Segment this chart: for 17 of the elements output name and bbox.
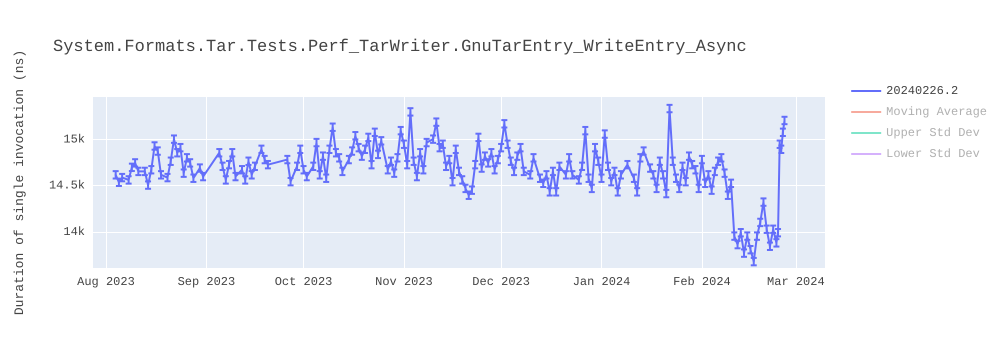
x-tick-label: Aug 2023 bbox=[77, 275, 135, 289]
x-tick-label: Oct 2023 bbox=[274, 275, 332, 289]
legend-label: 20240226.2 bbox=[886, 84, 958, 98]
legend-label: Moving Average bbox=[886, 105, 988, 119]
y-axis-title: Duration of single invocation (ns) bbox=[12, 50, 27, 316]
x-tick-label: Feb 2024 bbox=[673, 275, 731, 289]
x-tick-label: Nov 2023 bbox=[375, 275, 433, 289]
y-tick-label: 15k bbox=[63, 132, 85, 147]
x-tick-label: Sep 2023 bbox=[178, 275, 236, 289]
y-tick-label: 14.5k bbox=[48, 178, 85, 193]
legend-label: Upper Std Dev bbox=[886, 126, 980, 140]
legend-label: Lower Std Dev bbox=[886, 147, 980, 161]
x-tick-label: Jan 2024 bbox=[572, 275, 630, 289]
x-tick-label: Mar 2024 bbox=[767, 275, 825, 289]
y-tick-label: 14k bbox=[63, 224, 85, 239]
x-tick-label: Dec 2023 bbox=[472, 275, 530, 289]
chart-title: System.Formats.Tar.Tests.Perf_TarWriter.GnuTarEntry_WriteEntry_Async bbox=[53, 38, 747, 57]
